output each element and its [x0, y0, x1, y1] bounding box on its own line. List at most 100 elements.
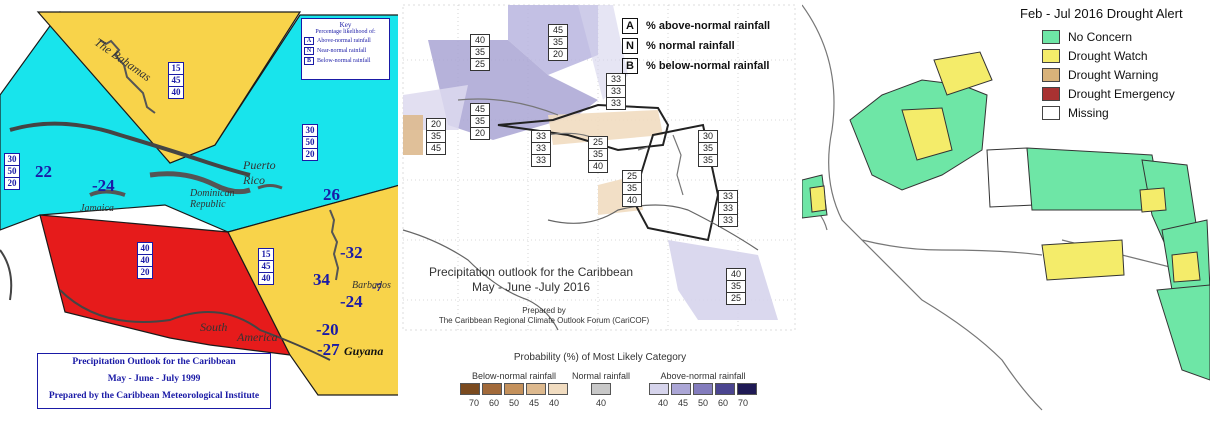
scale-ticks-below: 70 60 50 45 40 — [454, 398, 574, 408]
land-bahamas — [99, 39, 156, 114]
legend-row-drought-warning: Drought Warning — [1042, 65, 1183, 84]
land-jamaica — [89, 189, 126, 197]
station-value: -27 — [317, 340, 340, 359]
prob-box: 33 33 33 — [531, 130, 551, 167]
key-subtitle: Percentage likelihood of: — [315, 29, 376, 35]
scale-swatch — [548, 383, 568, 395]
region-above-southeast — [227, 184, 398, 396]
land-cuba — [9, 121, 251, 177]
scale-tick-label: 70 — [737, 398, 748, 408]
scale-group-below: Below-normal rainfall 70 60 50 45 40 — [454, 371, 574, 408]
scale-tick-label: 50 — [697, 398, 708, 408]
scale-tick-label: 60 — [488, 398, 499, 408]
scale-group-above: Above-normal rainfall 40 45 50 60 70 — [638, 371, 768, 408]
prob-box-east: 30 50 20 — [302, 124, 318, 161]
scale-tick-label: 40 — [595, 398, 606, 408]
scale-tick-label: 60 — [717, 398, 728, 408]
key-row-normal: N Near-normal rainfall — [304, 47, 387, 55]
prob-box-south: 40 40 20 — [137, 242, 153, 279]
map-drought-regions — [802, 4, 1210, 411]
land-puerto-rico — [257, 184, 283, 190]
place-label: Puerto Rico — [243, 158, 276, 187]
legend-swatch — [1042, 105, 1060, 120]
prob-box-bahamas: 15 45 40 — [168, 62, 184, 99]
legend-row-above: A% above-normal rainfall — [622, 16, 770, 36]
zone-drought-watch — [1139, 187, 1167, 213]
zone-drought-watch — [1171, 251, 1201, 283]
zone-above-guianas — [668, 240, 778, 320]
scale-tick-label: 45 — [528, 398, 539, 408]
zone-normal-outline-1 — [497, 103, 670, 152]
land-south-america — [0, 249, 331, 361]
scale-swatches-normal — [566, 383, 636, 395]
scale-ticks-above: 40 45 50 60 70 — [638, 398, 768, 408]
station-value: -24 — [92, 176, 115, 195]
scale-swatches-above — [638, 383, 768, 395]
key-title: Key — [339, 21, 352, 29]
scale-tick-label: 40 — [548, 398, 559, 408]
panel-drought-alert-map: Feb - Jul 2016 Drought Alert No Concern … — [802, 0, 1210, 423]
prob-box: 20 35 45 — [426, 118, 446, 155]
legend-swatch — [1042, 48, 1060, 63]
scale-swatch — [482, 383, 502, 395]
scale-swatch — [504, 383, 524, 395]
map-legend-2016: A% above-normal rainfall N% normal rainf… — [622, 16, 770, 76]
prob-box: 25 35 40 — [622, 170, 642, 207]
scale-tick-label: 70 — [468, 398, 479, 408]
scale-swatches-below — [454, 383, 574, 395]
scale-swatch — [526, 383, 546, 395]
scale-swatch — [460, 383, 480, 395]
key-row-below: B Below-normal rainfall — [304, 57, 387, 65]
scale-tick-label: 50 — [508, 398, 519, 408]
panel-2016-outlook-map: 40 35 25 45 35 20 33 33 33 45 35 20 20 35 45 33 33 3… — [398, 0, 802, 423]
legend-row-drought-watch: Drought Watch — [1042, 46, 1183, 65]
station-value: -24 — [340, 292, 363, 311]
land-lesser-antilles — [329, 209, 340, 281]
prob-box: 25 35 40 — [588, 136, 608, 173]
scale-title: Probability (%) of Most Likely Category — [513, 352, 687, 363]
scale-group-normal: Normal rainfall 40 — [566, 371, 636, 408]
map-title-2016: Precipitation outlook for the Caribbean … — [428, 265, 634, 294]
scale-swatch — [591, 383, 611, 395]
place-label: Dominican Republic — [190, 188, 235, 210]
place-label: Guyana — [344, 344, 384, 358]
legend-row-normal: N% normal rainfall — [622, 36, 770, 56]
station-value: 34 — [313, 270, 330, 289]
key-row-above: A Above-normal rainfall — [304, 37, 387, 45]
map-key-1999: Key Percentage likelihood of: A Above-nor… — [301, 18, 390, 80]
scale-swatch — [649, 383, 669, 395]
scale-ticks-normal: 40 — [566, 398, 636, 408]
zone-drought-watch — [901, 107, 953, 161]
prob-box: 45 35 20 — [470, 103, 490, 140]
zone-drought-watch — [809, 185, 827, 213]
place-label: America — [237, 330, 278, 344]
prob-box: 40 35 25 — [726, 268, 746, 305]
zone-below-west — [403, 115, 423, 155]
station-value: -32 — [340, 243, 363, 262]
prob-box: 33 33 33 — [606, 73, 626, 110]
zone-below-central — [548, 110, 663, 145]
prob-box-west: 30 50 20 — [4, 153, 20, 190]
land-hispaniola — [149, 171, 251, 195]
prob-box: 45 35 20 — [548, 24, 568, 61]
prob-box: 40 35 25 — [470, 34, 490, 71]
panel-1999-outlook-map: Key Percentage likelihood of: A Above-nor… — [0, 0, 398, 423]
coastline — [402, 204, 759, 331]
zone-drought-watch — [1041, 239, 1125, 281]
legend-row-no-concern: No Concern — [1042, 27, 1183, 46]
station-value: -20 — [316, 320, 339, 339]
scale-swatch — [715, 383, 735, 395]
legend-row-below: B% below-normal rainfall — [622, 56, 770, 76]
place-label: Barbados — [352, 280, 391, 291]
legend-title: Feb - Jul 2016 Drought Alert — [1020, 6, 1183, 21]
legend-swatch — [1042, 29, 1060, 44]
zone-drought-watch — [933, 51, 993, 96]
scale-tick-label: 40 — [657, 398, 668, 408]
legend-swatch — [1042, 67, 1060, 82]
coastline-islands — [457, 98, 684, 196]
place-label: Jamaica — [80, 203, 114, 214]
prepared-by: Prepared by The Caribbean Regional Clima… — [438, 306, 650, 325]
station-value: 26 — [323, 185, 340, 204]
prob-box: 33 33 33 — [718, 190, 738, 227]
station-value: -7 — [372, 280, 382, 294]
